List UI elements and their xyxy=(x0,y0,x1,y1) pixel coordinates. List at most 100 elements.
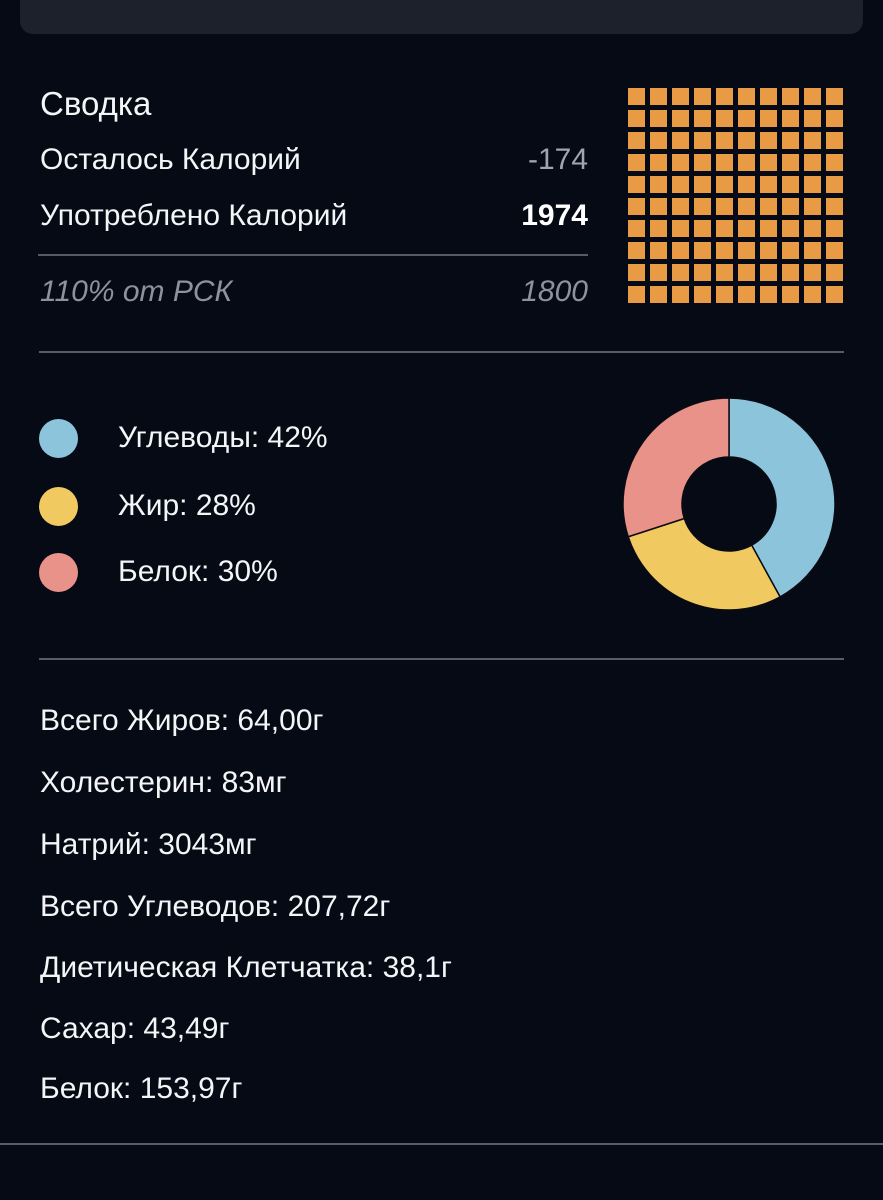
waffle-cell xyxy=(628,220,645,237)
waffle-cell xyxy=(694,198,711,215)
legend-label: Жир: 28% xyxy=(118,489,256,522)
waffle-cell xyxy=(716,88,733,105)
nutrient-cholesterol: Холестерин: 83мг xyxy=(40,766,287,799)
bottom-divider xyxy=(0,1143,883,1145)
protein-color-dot-icon xyxy=(39,552,78,592)
fat-color-dot-icon xyxy=(39,486,78,526)
waffle-cell xyxy=(804,198,821,215)
waffle-cell xyxy=(826,176,843,193)
waffle-cell xyxy=(672,198,689,215)
waffle-cell xyxy=(826,110,843,127)
nutrient-total-carbs: Всего Углеводов: 207,72г xyxy=(40,890,391,923)
waffle-cell xyxy=(650,88,667,105)
rsk-value: 1800 xyxy=(521,275,588,308)
waffle-cell xyxy=(738,154,755,171)
waffle-cell xyxy=(694,88,711,105)
waffle-cell xyxy=(716,132,733,149)
waffle-cell xyxy=(672,264,689,281)
calories-consumed-value: 1974 xyxy=(521,199,588,232)
waffle-cell xyxy=(628,242,645,259)
waffle-cell xyxy=(760,110,777,127)
waffle-cell xyxy=(716,176,733,193)
waffle-cell xyxy=(628,176,645,193)
waffle-cell xyxy=(716,198,733,215)
waffle-cell xyxy=(738,264,755,281)
waffle-cell xyxy=(804,242,821,259)
waffle-cell xyxy=(694,220,711,237)
waffle-cell xyxy=(694,242,711,259)
waffle-cell xyxy=(760,220,777,237)
waffle-cell xyxy=(760,88,777,105)
waffle-cell xyxy=(738,242,755,259)
waffle-cell xyxy=(694,176,711,193)
waffle-cell xyxy=(650,132,667,149)
waffle-cell xyxy=(804,176,821,193)
waffle-cell xyxy=(694,154,711,171)
carbs-color-dot-icon xyxy=(39,418,78,458)
calorie-waffle-chart xyxy=(628,88,844,304)
macros-donut-chart xyxy=(622,397,836,611)
waffle-cell xyxy=(694,132,711,149)
waffle-cell xyxy=(628,198,645,215)
waffle-cell xyxy=(738,220,755,237)
waffle-cell xyxy=(716,154,733,171)
waffle-cell xyxy=(650,198,667,215)
legend-item-fat: Жир: 28% xyxy=(39,486,256,526)
calories-remaining-label: Осталось Калорий xyxy=(40,143,301,176)
section-divider xyxy=(39,351,844,353)
waffle-cell xyxy=(760,264,777,281)
waffle-cell xyxy=(782,110,799,127)
waffle-cell xyxy=(804,286,821,303)
waffle-cell xyxy=(650,220,667,237)
waffle-cell xyxy=(650,286,667,303)
waffle-cell xyxy=(760,176,777,193)
waffle-cell xyxy=(826,286,843,303)
waffle-cell xyxy=(672,88,689,105)
waffle-cell xyxy=(628,132,645,149)
calories-remaining-value: -174 xyxy=(527,143,588,176)
donut-segment xyxy=(622,397,730,538)
waffle-cell xyxy=(672,286,689,303)
summary-title: Сводка xyxy=(40,85,152,122)
waffle-cell xyxy=(738,132,755,149)
waffle-cell xyxy=(782,242,799,259)
waffle-cell xyxy=(716,220,733,237)
waffle-cell xyxy=(694,286,711,303)
waffle-cell xyxy=(672,220,689,237)
waffle-cell xyxy=(804,264,821,281)
waffle-cell xyxy=(716,110,733,127)
waffle-cell xyxy=(804,110,821,127)
donut-segment xyxy=(627,517,782,611)
summary-divider xyxy=(38,254,588,256)
waffle-cell xyxy=(760,198,777,215)
waffle-cell xyxy=(738,198,755,215)
waffle-cell xyxy=(650,176,667,193)
waffle-cell xyxy=(760,154,777,171)
nutrient-total-fat: Всего Жиров: 64,00г xyxy=(40,704,324,737)
waffle-cell xyxy=(694,110,711,127)
waffle-cell xyxy=(628,88,645,105)
waffle-cell xyxy=(826,132,843,149)
top-card xyxy=(20,0,863,34)
calories-remaining-row: Осталось Калорий -174 xyxy=(40,140,588,180)
waffle-cell xyxy=(782,88,799,105)
rsk-percent-label: 110% от РСК xyxy=(40,275,233,308)
legend-label: Углеводы: 42% xyxy=(118,421,328,454)
waffle-cell xyxy=(672,110,689,127)
waffle-cell xyxy=(760,242,777,259)
waffle-cell xyxy=(672,242,689,259)
waffle-cell xyxy=(804,220,821,237)
waffle-cell xyxy=(650,110,667,127)
waffle-cell xyxy=(782,176,799,193)
waffle-cell xyxy=(826,220,843,237)
section-divider xyxy=(39,658,844,660)
waffle-cell xyxy=(716,242,733,259)
waffle-cell xyxy=(804,154,821,171)
waffle-cell xyxy=(826,242,843,259)
waffle-cell xyxy=(804,88,821,105)
donut-segment xyxy=(728,397,836,598)
nutrient-protein: Белок: 153,97г xyxy=(40,1072,243,1105)
waffle-cell xyxy=(672,132,689,149)
waffle-cell xyxy=(672,176,689,193)
